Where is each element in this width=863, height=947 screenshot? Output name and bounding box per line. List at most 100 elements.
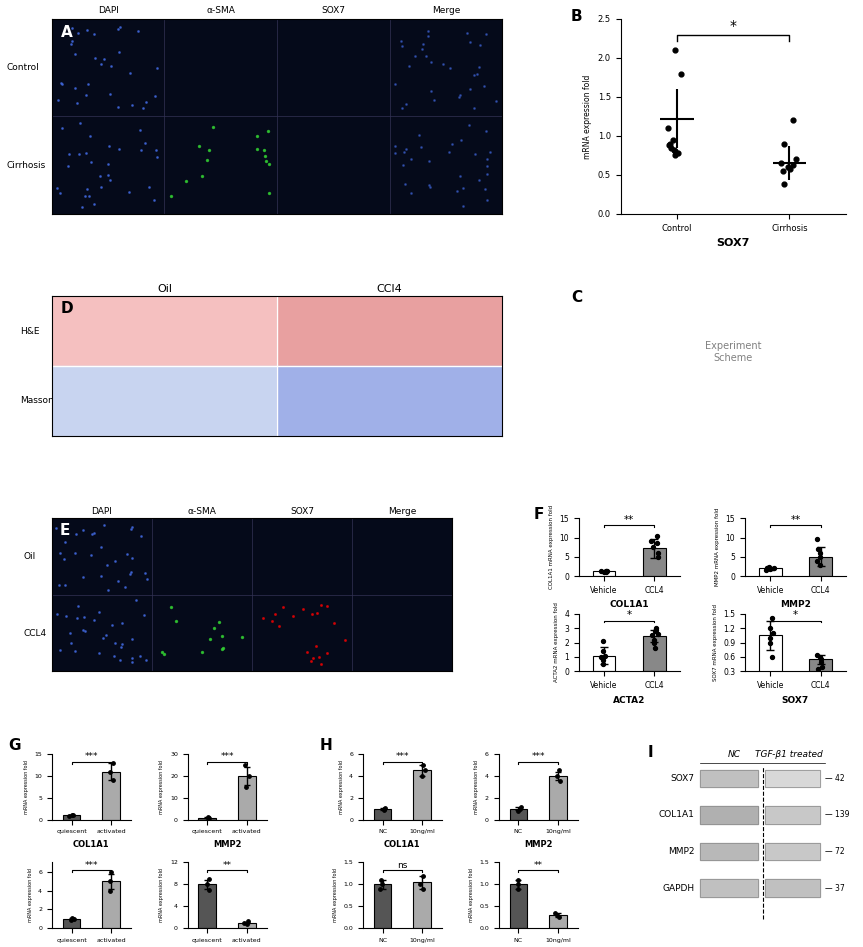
Bar [765,843,820,860]
Point [671,146,684,161]
Text: ***: *** [532,752,545,761]
Point [648,641,662,656]
Point [377,802,391,817]
Point [480,152,494,167]
Text: SOX7: SOX7 [290,507,314,516]
Point [108,554,122,569]
X-axis label: SOX7: SOX7 [716,238,750,248]
Bar [63,815,80,820]
Point [461,26,475,41]
Point [408,48,422,63]
Point [55,77,69,92]
Point [262,186,276,201]
Point [600,563,614,579]
Point [374,881,387,896]
Point [85,154,98,170]
Point [511,881,525,896]
Point [644,534,658,549]
Point [668,144,682,159]
Point [456,198,469,213]
Point [202,142,216,157]
Point [314,598,328,613]
Bar [549,776,567,820]
Point [215,629,229,644]
Bar [700,880,758,897]
Bar [759,568,782,576]
Point [87,526,101,541]
Point [463,117,476,133]
Point [314,657,328,672]
Point [50,180,64,195]
Point [814,654,828,670]
Point [436,57,450,72]
Point [97,52,110,67]
Point [86,613,100,628]
Point [64,37,78,52]
Point [815,652,828,667]
Text: α-SMA: α-SMA [206,6,235,15]
Point [790,152,803,167]
Point [785,158,799,173]
Point [552,909,566,924]
Point [813,650,827,665]
Text: TGF-β1 treated: TGF-β1 treated [755,750,823,759]
Point [54,545,67,561]
Point [129,592,143,607]
X-axis label: COL1A1: COL1A1 [73,840,110,849]
Point [115,637,129,652]
Bar [700,770,758,787]
Point [661,120,675,135]
Point [72,25,85,40]
Point [481,192,494,207]
Text: C: C [571,290,582,305]
X-axis label: COL1A1: COL1A1 [609,600,649,609]
Point [207,620,221,635]
Point [102,168,116,183]
Point [399,141,413,156]
Point [104,59,117,74]
Point [306,650,319,665]
Y-axis label: ACTA2 mRNA expression fold: ACTA2 mRNA expression fold [554,602,558,683]
Bar [63,919,80,928]
Point [763,634,777,650]
Point [68,80,82,96]
Point [195,645,209,660]
Point [242,768,255,783]
Point [169,614,183,629]
Point [139,565,153,581]
Point [76,522,90,537]
Point [94,568,108,583]
Point [414,139,428,154]
Point [124,521,138,536]
Point [512,803,526,818]
Point [374,872,387,887]
Text: — 42: — 42 [825,774,845,783]
Text: ***: *** [220,752,234,761]
Point [80,181,94,196]
Point [512,872,526,887]
Point [674,66,688,81]
Point [58,551,72,566]
Point [201,811,215,826]
Point [101,582,115,598]
Point [810,647,824,662]
Point [416,868,430,884]
Point [596,656,610,671]
Point [113,652,127,668]
Text: Control: Control [7,63,40,72]
Point [596,644,610,659]
Point [54,186,67,201]
Point [404,151,418,166]
Point [66,20,79,35]
Point [320,646,334,661]
Point [514,799,528,814]
Point [425,83,438,98]
Point [180,173,193,188]
Point [63,625,77,640]
Point [104,865,118,880]
Point [79,87,93,102]
Point [552,763,566,778]
Bar [509,884,527,928]
Point [809,553,823,568]
Point [272,618,286,634]
